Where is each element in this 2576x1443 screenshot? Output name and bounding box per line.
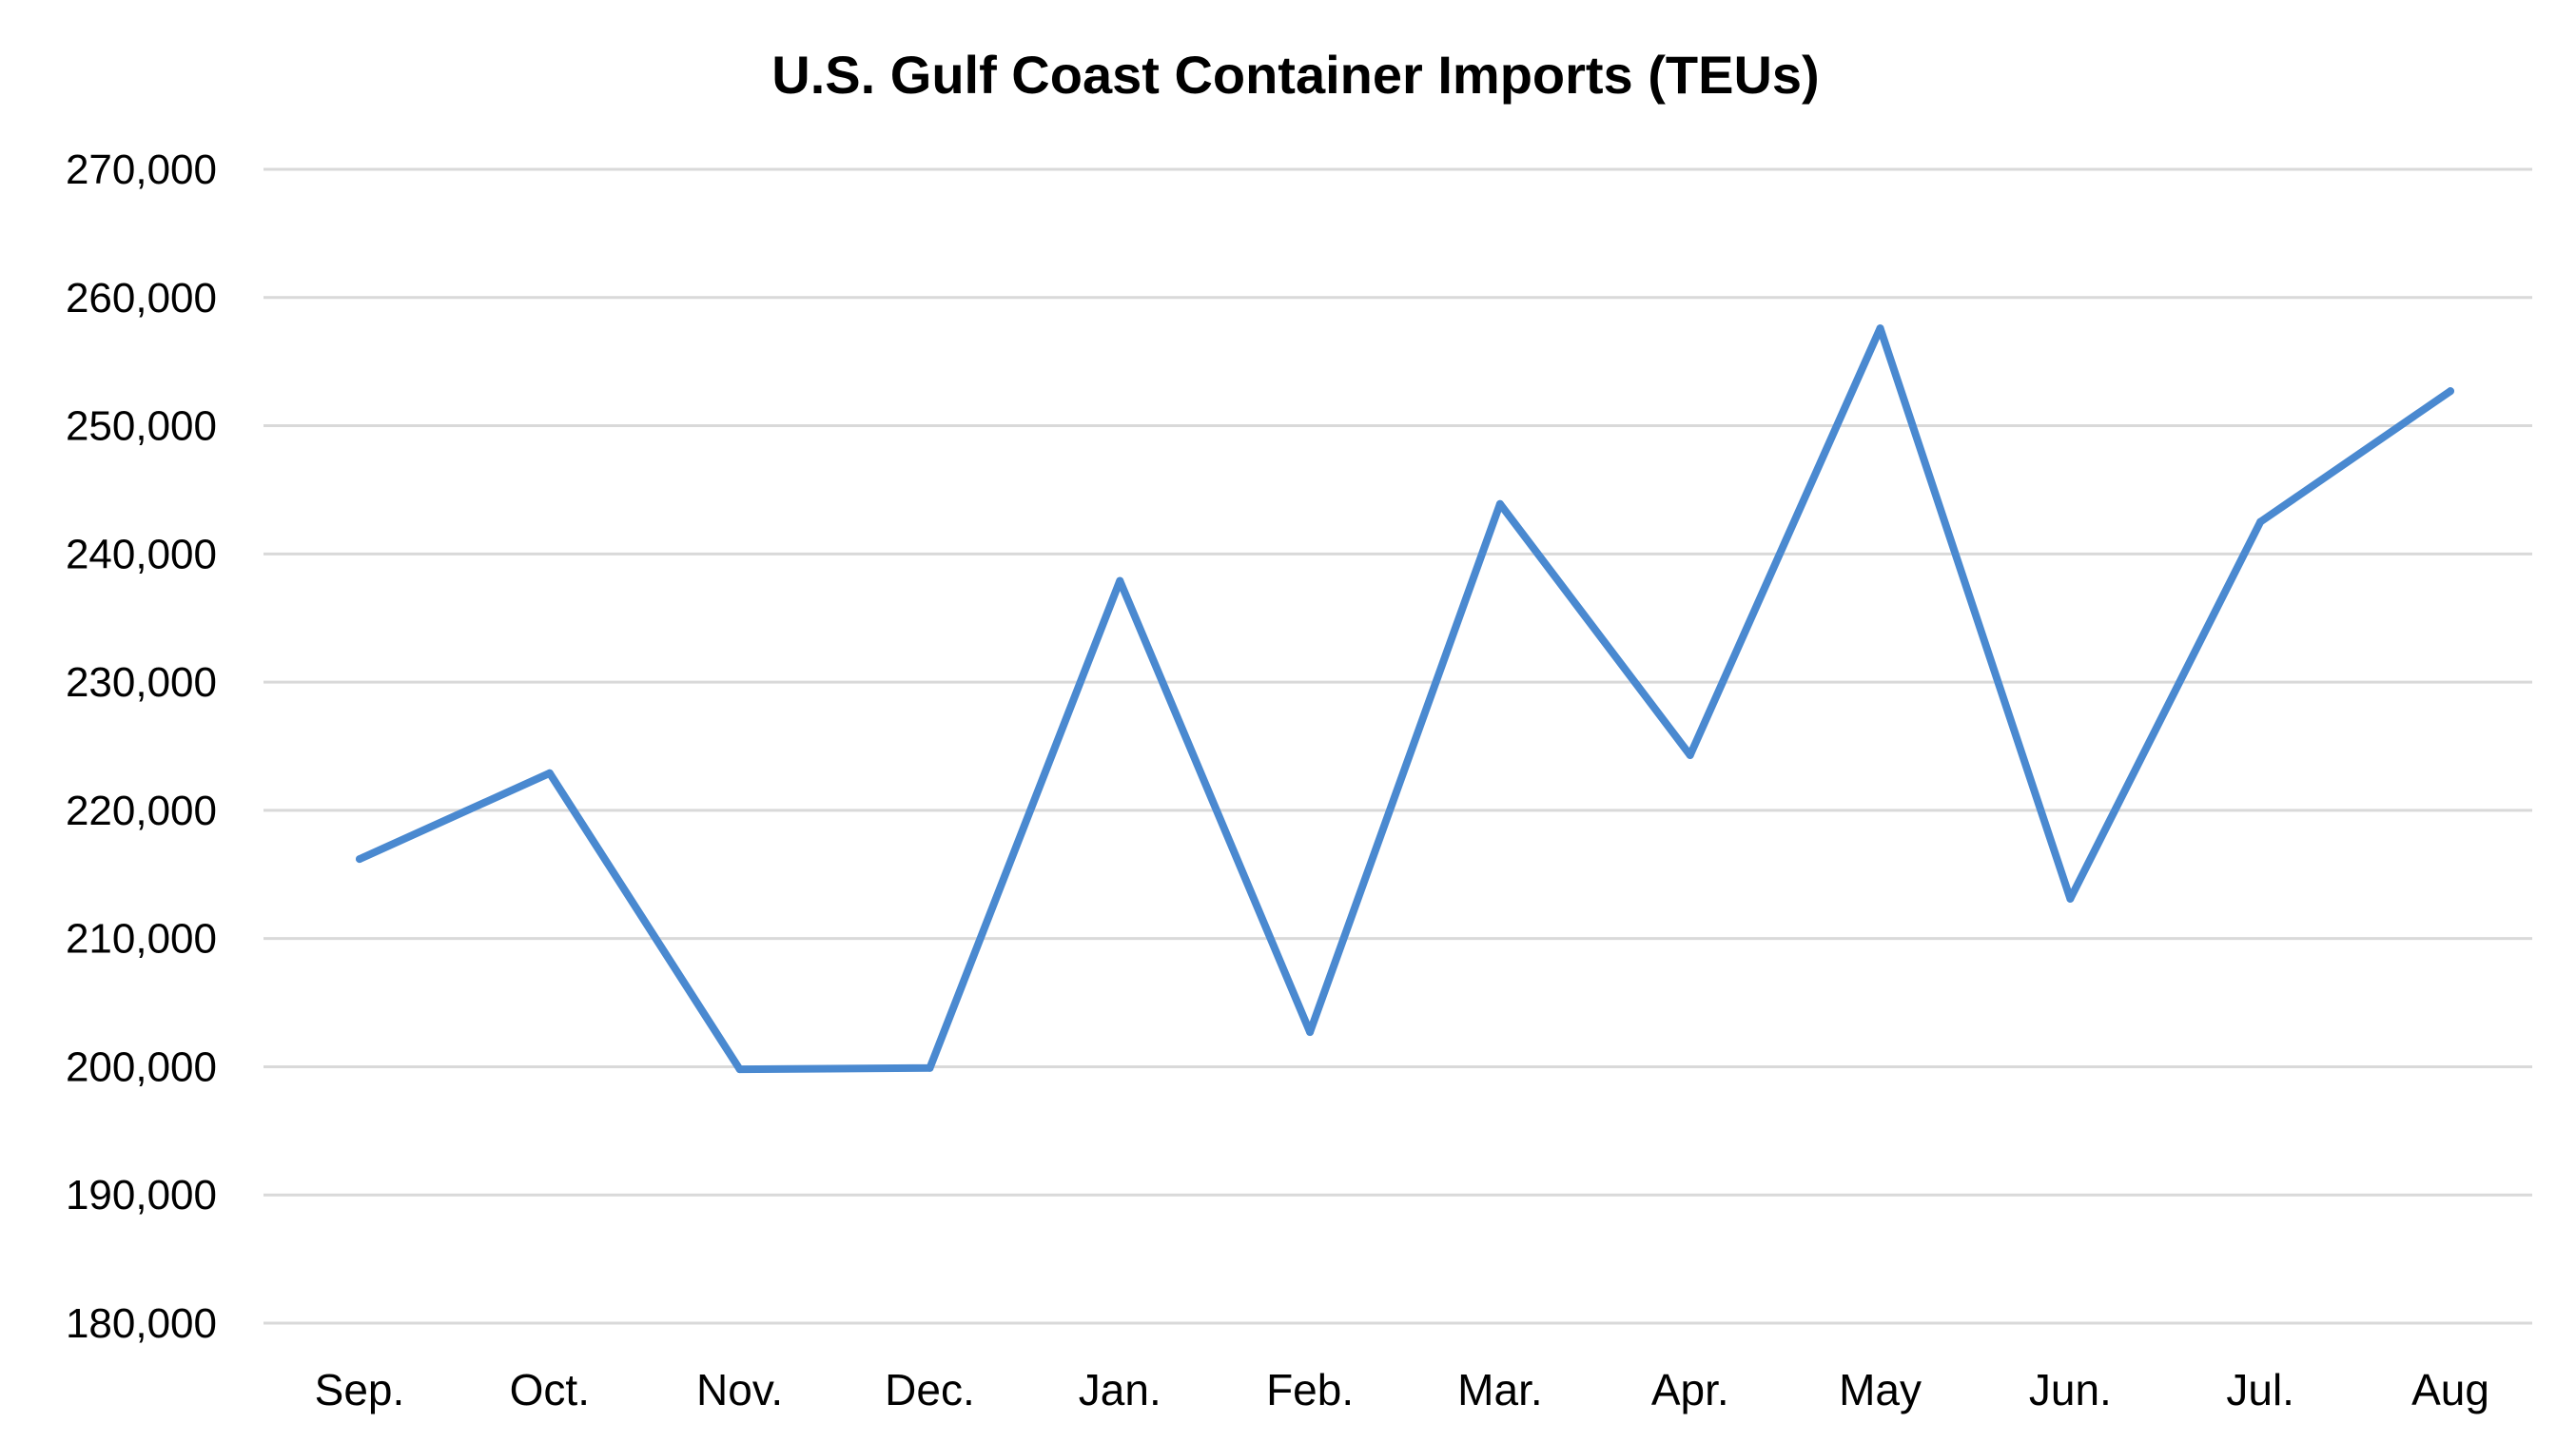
data-point	[545, 769, 554, 777]
data-point	[2066, 894, 2075, 903]
y-tick-label: 200,000	[66, 1043, 217, 1090]
data-point	[2256, 517, 2265, 526]
y-tick-label: 210,000	[66, 916, 217, 963]
x-tick-label: Mar.	[1457, 1365, 1542, 1414]
data-point	[926, 1063, 934, 1072]
x-tick-label: Nov.	[696, 1365, 783, 1414]
data-point	[356, 855, 363, 864]
x-tick-label: Aug	[2411, 1365, 2489, 1414]
x-tick-label: Feb.	[1266, 1365, 1354, 1414]
y-tick-label: 220,000	[66, 788, 217, 834]
series-group	[356, 324, 2454, 1074]
y-tick-label: 250,000	[66, 403, 217, 450]
x-tick-label: May	[1839, 1365, 1922, 1414]
data-point	[1306, 1028, 1315, 1037]
y-axis-tick-labels: 180,000 190,000 200,000 210,000 220,000 230,0…	[66, 146, 217, 1347]
data-point	[1116, 576, 1124, 585]
y-tick-label: 240,000	[66, 531, 217, 577]
chart-title: U.S. Gulf Coast Container Imports (TEUs)	[771, 45, 1819, 105]
data-point	[2447, 387, 2454, 396]
y-tick-label: 180,000	[66, 1300, 217, 1347]
x-axis-tick-labels: Sep. Oct. Nov. Dec. Jan. Feb. Mar. Apr. May Jun. J…	[315, 1365, 2489, 1414]
x-tick-label: Sep.	[315, 1365, 405, 1414]
x-tick-label: Jan.	[1079, 1365, 1161, 1414]
x-tick-label: Dec.	[885, 1365, 975, 1414]
data-point	[1686, 751, 1694, 759]
y-tick-label: 190,000	[66, 1172, 217, 1219]
data-point	[1495, 499, 1504, 508]
y-tick-label: 270,000	[66, 146, 217, 193]
series-line	[356, 324, 2454, 1074]
y-tick-label: 260,000	[66, 275, 217, 322]
data-point	[735, 1065, 744, 1074]
gridlines	[263, 167, 2532, 1325]
x-tick-label: Jul.	[2226, 1365, 2294, 1414]
x-tick-label: Jun.	[2029, 1365, 2112, 1414]
x-tick-label: Apr.	[1651, 1365, 1729, 1414]
data-point	[1876, 324, 1884, 333]
x-tick-label: Oct.	[510, 1365, 590, 1414]
y-tick-label: 230,000	[66, 659, 217, 706]
